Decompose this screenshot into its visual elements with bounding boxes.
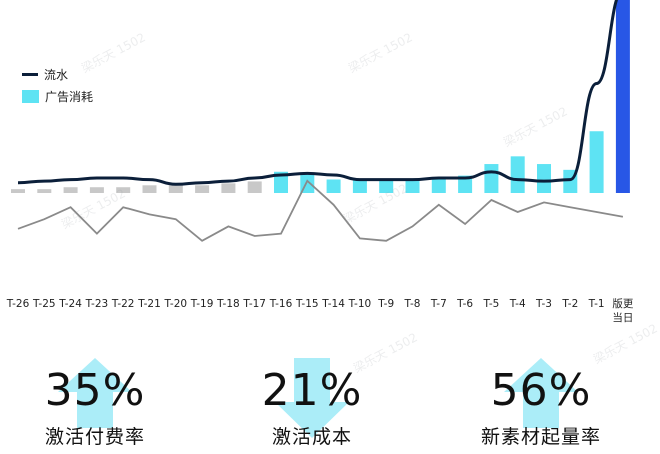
- bar: [405, 179, 420, 193]
- legend-item-bar: 广告消耗: [22, 85, 93, 107]
- legend: 流水 广告消耗: [22, 63, 93, 107]
- x-tick-label: T-25: [32, 298, 56, 310]
- kpi-activation-cost: 21% 激活成本: [227, 350, 397, 450]
- x-tick-label: 当日: [612, 311, 633, 324]
- x-tick-label: T-22: [111, 298, 135, 310]
- x-tick-label: T-17: [242, 298, 266, 310]
- legend-label-bar: 广告消耗: [45, 89, 94, 104]
- bar: [89, 187, 104, 193]
- kpi-new-material-rate: 56% 新素材起量率: [456, 350, 626, 450]
- x-tick-label: T-4: [509, 298, 526, 310]
- bar: [458, 175, 473, 193]
- x-tick-label: T-19: [190, 298, 214, 310]
- bar: [431, 179, 446, 193]
- x-tick-label: T-10: [348, 298, 372, 310]
- kpi-value: 56%: [490, 365, 592, 416]
- kpi-activation-pay-rate: 35% 激活付费率: [10, 350, 180, 450]
- bar: [589, 131, 604, 193]
- x-tick-label: T-5: [482, 298, 499, 310]
- bar: [195, 185, 210, 193]
- bar: [221, 183, 236, 193]
- x-tick-label: 版更: [612, 297, 633, 310]
- series-line-secondary: [17, 179, 624, 242]
- kpi-label: 激活付费率: [44, 426, 145, 448]
- bar: [63, 187, 78, 193]
- bar: [11, 189, 25, 193]
- bar: [142, 185, 157, 193]
- bar: [116, 187, 131, 193]
- x-tick-label: T-3: [535, 298, 552, 310]
- bar: [615, 0, 630, 193]
- x-tick-label: T-21: [137, 298, 161, 310]
- x-tick-label: T-1: [588, 298, 605, 310]
- bar: [326, 179, 341, 193]
- bar: [484, 164, 499, 193]
- kpi-label: 激活成本: [271, 426, 352, 448]
- bar: [274, 171, 288, 193]
- x-tick-label: T-14: [321, 298, 345, 310]
- x-tick-label: T-8: [404, 298, 421, 310]
- down-arrow-icon: [275, 358, 349, 438]
- x-tick-label: T-20: [163, 298, 187, 310]
- up-arrow-icon: [58, 358, 132, 428]
- x-tick-label: T-7: [430, 298, 447, 310]
- x-tick-label: T-6: [456, 298, 473, 310]
- series-line-liushui: [17, 0, 619, 186]
- combo-chart: T-26 T-25 T-24 T-23 T-22 T-21 T-20 T-19 T-18 T-17…: [6, 0, 634, 324]
- kpi-label: 新素材起量率: [480, 426, 601, 448]
- x-tick-label: T-16: [269, 298, 293, 310]
- x-tick-label: T-24: [58, 298, 82, 310]
- bar: [37, 189, 52, 193]
- up-arrow-icon: [504, 358, 578, 428]
- x-tick-label: T-2: [561, 298, 578, 310]
- bar: [537, 164, 551, 193]
- kpi-value: 21%: [261, 365, 363, 416]
- legend-line-swatch: [22, 72, 38, 76]
- x-tick-label: T-15: [295, 298, 319, 310]
- x-tick-label: T-26: [6, 298, 30, 310]
- bar: [168, 185, 183, 193]
- legend-label-line: 流水: [44, 67, 69, 82]
- x-tick-label: T-9: [377, 298, 394, 310]
- bar: [510, 156, 525, 193]
- legend-bar-swatch: [22, 89, 39, 103]
- x-tick-label: T-18: [216, 298, 240, 310]
- legend-item-line: 流水: [22, 63, 93, 85]
- bar: [352, 179, 367, 193]
- kpi-value: 35%: [44, 365, 146, 416]
- bar: [379, 179, 394, 193]
- x-tick-label: T-23: [85, 298, 109, 310]
- bar: [247, 181, 262, 193]
